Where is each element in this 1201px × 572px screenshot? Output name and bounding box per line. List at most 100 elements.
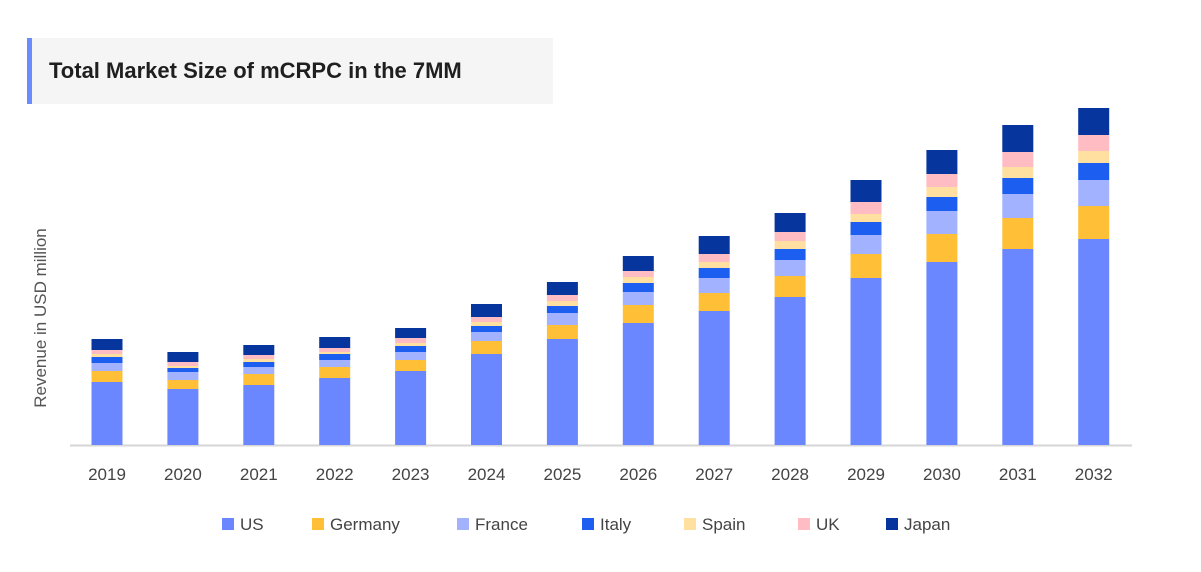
bar-segment-uk-2020	[167, 362, 199, 366]
bar-segment-germany-2032	[1078, 206, 1110, 239]
bar-segment-italy-2022	[319, 354, 351, 360]
bar-segment-italy-2020	[167, 368, 199, 372]
bar-segment-germany-2019	[91, 371, 123, 382]
bar-segment-germany-2028	[774, 276, 806, 297]
bar-segment-france-2028	[774, 260, 806, 276]
bar-segment-us-2032	[1078, 239, 1110, 445]
bar-segment-germany-2023	[395, 360, 427, 371]
bar-segment-us-2030	[926, 262, 958, 445]
bar-segment-france-2025	[546, 313, 578, 325]
bar-segment-germany-2027	[698, 293, 730, 311]
bar-segment-uk-2029	[850, 202, 882, 214]
bar-segment-uk-2032	[1078, 135, 1110, 151]
bar-segment-spain-2019	[91, 354, 123, 357]
bar-segment-france-2023	[395, 352, 427, 360]
x-tick-label: 2025	[543, 465, 581, 484]
x-tick-label: 2026	[619, 465, 657, 484]
bar-segment-japan-2022	[319, 337, 351, 348]
bar-segment-us-2031	[1002, 249, 1034, 445]
bar-segment-spain-2021	[243, 359, 275, 362]
x-tick-label: 2032	[1075, 465, 1113, 484]
bar-segment-germany-2021	[243, 374, 275, 385]
bar-segment-japan-2021	[243, 345, 275, 355]
bar-segment-spain-2028	[774, 241, 806, 249]
legend-swatch-us	[222, 518, 234, 530]
bar-segment-us-2025	[546, 339, 578, 445]
y-axis-label: Revenue in USD million	[31, 228, 50, 408]
bar-segment-uk-2023	[395, 338, 427, 343]
bar-segment-italy-2024	[471, 326, 502, 332]
bar-segment-france-2020	[167, 372, 199, 380]
bar-segment-japan-2025	[546, 282, 578, 295]
bar-segment-uk-2024	[471, 317, 502, 322]
chart-title: Total Market Size of mCRPC in the 7MM	[49, 58, 462, 83]
bar-segment-uk-2030	[926, 174, 958, 187]
bar-segment-germany-2029	[850, 254, 882, 278]
bar-segment-japan-2032	[1078, 108, 1110, 135]
bar-segment-spain-2022	[319, 352, 351, 354]
bar-segment-italy-2019	[91, 357, 123, 363]
bar-segment-france-2031	[1002, 194, 1034, 218]
bar-segment-uk-2022	[319, 348, 351, 352]
bar-segment-japan-2023	[395, 328, 427, 338]
bar-segment-france-2032	[1078, 180, 1110, 206]
x-tick-label: 2019	[88, 465, 126, 484]
bar-segment-germany-2031	[1002, 218, 1034, 249]
legend-swatch-italy	[582, 518, 594, 530]
bar-segment-us-2020	[167, 389, 199, 445]
bar-segment-france-2026	[622, 292, 654, 305]
bar-segment-uk-2025	[546, 295, 578, 301]
bar-segment-us-2029	[850, 278, 882, 445]
x-tick-label: 2030	[923, 465, 961, 484]
bar-segment-japan-2030	[926, 150, 958, 174]
bar-segment-uk-2028	[774, 232, 806, 241]
bar-segment-us-2024	[471, 354, 502, 445]
bar-segment-uk-2026	[622, 271, 654, 277]
bar-segment-italy-2023	[395, 346, 427, 352]
bar-segment-italy-2021	[243, 362, 275, 367]
bar-segment-japan-2028	[774, 213, 806, 232]
legend-label-spain: Spain	[702, 515, 745, 534]
bar-segment-france-2027	[698, 278, 730, 293]
legend-swatch-uk	[798, 518, 810, 530]
bar-segment-spain-2027	[698, 262, 730, 268]
bar-segment-us-2019	[91, 382, 123, 445]
bar-segment-japan-2026	[622, 256, 654, 271]
bar-segment-germany-2025	[546, 325, 578, 339]
bar-segment-japan-2020	[167, 352, 199, 362]
bar-segment-france-2024	[471, 332, 502, 341]
bar-segment-us-2027	[698, 311, 730, 445]
bar-segment-spain-2032	[1078, 151, 1110, 163]
legend-swatch-spain	[684, 518, 696, 530]
bar-segment-italy-2027	[698, 268, 730, 278]
legend-label-germany: Germany	[330, 515, 400, 534]
bar-segment-germany-2020	[167, 380, 199, 389]
bar-segment-italy-2026	[622, 283, 654, 292]
bar-segment-italy-2025	[546, 306, 578, 313]
bar-segment-japan-2019	[91, 339, 123, 350]
bar-segment-japan-2031	[1002, 125, 1034, 152]
x-tick-label: 2027	[695, 465, 733, 484]
bar-segment-italy-2030	[926, 197, 958, 211]
bar-segment-us-2022	[319, 378, 351, 445]
x-tick-label: 2028	[771, 465, 809, 484]
bar-segment-spain-2023	[395, 343, 427, 346]
bar-segment-france-2030	[926, 211, 958, 234]
legend-label-uk: UK	[816, 515, 840, 534]
bar-segment-germany-2026	[622, 305, 654, 323]
x-tick-label: 2020	[164, 465, 202, 484]
chart-title-box: Total Market Size of mCRPC in the 7MM	[27, 38, 553, 104]
legend-swatch-france	[457, 518, 469, 530]
legend-label-us: US	[240, 515, 264, 534]
bar-segment-japan-2027	[698, 236, 730, 254]
legend-swatch-japan	[886, 518, 898, 530]
bar-segment-us-2026	[622, 323, 654, 445]
bar-segment-spain-2031	[1002, 167, 1034, 178]
x-tick-label: 2024	[468, 465, 506, 484]
bar-segment-spain-2025	[546, 301, 578, 306]
bar-segment-france-2022	[319, 360, 351, 367]
bar-segment-spain-2020	[167, 366, 199, 368]
bar-segment-spain-2029	[850, 214, 882, 222]
bar-segment-uk-2031	[1002, 152, 1034, 167]
